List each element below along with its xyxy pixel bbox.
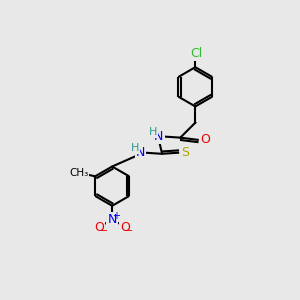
Text: +: + [112, 211, 120, 221]
Text: −: − [125, 226, 134, 236]
Text: −: − [100, 226, 108, 236]
Text: N: N [154, 130, 164, 143]
Text: CH₃: CH₃ [69, 168, 88, 178]
Text: O: O [94, 221, 104, 234]
Text: N: N [136, 146, 145, 159]
Text: O: O [120, 221, 130, 234]
Text: O: O [200, 133, 210, 146]
Text: N: N [107, 213, 117, 226]
Text: S: S [181, 146, 189, 159]
Text: H: H [149, 127, 158, 137]
Text: Cl: Cl [190, 47, 202, 60]
Text: H: H [130, 143, 139, 154]
